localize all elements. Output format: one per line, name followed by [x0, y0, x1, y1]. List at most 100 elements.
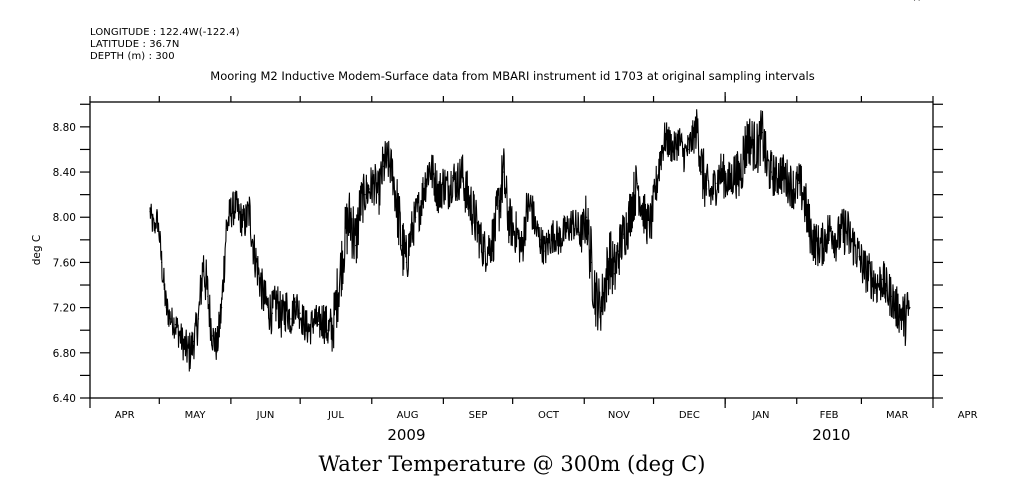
data-point — [331, 329, 334, 331]
data-point — [646, 222, 648, 224]
x-month-label: DEC — [679, 410, 700, 421]
data-point — [816, 244, 819, 247]
data-point — [216, 346, 218, 348]
data-point — [498, 205, 500, 207]
data-point — [221, 307, 223, 309]
data-point — [664, 137, 666, 139]
data-point — [160, 261, 163, 264]
data-point — [669, 143, 671, 145]
data-point — [632, 199, 634, 201]
data-point — [678, 137, 680, 139]
data-point — [230, 210, 232, 213]
data-point — [507, 216, 509, 218]
data-point — [188, 352, 190, 354]
data-point — [401, 244, 403, 247]
data-point — [484, 250, 486, 252]
data-point — [576, 227, 578, 230]
x-month-label: OCT — [538, 410, 560, 421]
data-point — [844, 227, 846, 230]
data-point — [318, 323, 320, 326]
data-point — [382, 165, 384, 167]
data-point — [738, 177, 740, 179]
data-point — [294, 301, 297, 303]
data-point — [627, 222, 629, 224]
plot-frame — [89, 101, 934, 399]
data-point — [858, 256, 860, 258]
data-point — [544, 250, 546, 252]
data-point — [595, 295, 597, 297]
y-tick-label: 7.60 — [53, 257, 76, 269]
data-point — [682, 154, 685, 156]
data-point — [761, 131, 763, 134]
data-point — [779, 171, 782, 173]
data-point — [636, 182, 638, 184]
data-point — [151, 222, 153, 224]
x-month-label: JUN — [256, 410, 275, 421]
data-point — [867, 273, 869, 275]
data-point — [355, 244, 357, 247]
data-point — [149, 210, 151, 213]
data-point — [770, 171, 772, 173]
data-point — [304, 323, 306, 326]
data-point — [327, 329, 329, 331]
x-month-label: MAY — [185, 410, 207, 421]
data-point — [341, 261, 343, 264]
data-point — [154, 227, 156, 230]
data-point — [604, 284, 606, 286]
y-tick-label: 8.00 — [53, 212, 76, 224]
data-point — [650, 222, 652, 224]
data-point — [234, 205, 237, 207]
data-point — [415, 216, 417, 218]
data-point — [258, 273, 260, 275]
data-point — [336, 295, 338, 297]
x-month-label: APR — [115, 410, 135, 421]
data-point — [225, 227, 227, 230]
data-point — [715, 182, 717, 184]
data-point — [798, 182, 800, 184]
data-point — [456, 182, 458, 184]
series-line-water-temperature — [149, 109, 911, 372]
data-point — [756, 148, 759, 151]
depth-label: DEPTH (m) : 300 — [90, 51, 175, 62]
data-point — [692, 137, 694, 139]
data-point — [165, 307, 167, 309]
data-point — [479, 239, 481, 241]
data-point — [673, 148, 675, 151]
data-point — [567, 227, 569, 230]
data-point — [890, 295, 893, 297]
data-point — [313, 318, 315, 320]
data-point — [267, 307, 269, 309]
data-point — [881, 278, 883, 280]
data-point — [184, 346, 186, 348]
data-point — [470, 205, 472, 207]
data-point — [743, 154, 745, 156]
data-point — [895, 307, 897, 309]
data-point — [493, 233, 495, 235]
x-month-label: AUG — [397, 410, 419, 421]
data-point — [622, 233, 625, 235]
data-point — [909, 307, 911, 309]
data-point — [913, 0, 916, 1]
data-point — [549, 239, 551, 241]
data-point — [345, 227, 347, 230]
data-point — [918, 0, 920, 1]
x-month-label: APR — [958, 410, 978, 421]
data-point — [572, 222, 574, 224]
data-point — [539, 239, 541, 241]
data-point — [197, 318, 200, 320]
data-point — [512, 227, 514, 230]
data-point — [553, 233, 555, 235]
x-month-label: SEP — [469, 410, 488, 421]
data-point — [364, 194, 366, 196]
data-point — [239, 216, 241, 218]
data-point — [729, 182, 731, 184]
data-point — [784, 177, 786, 179]
data-point — [211, 335, 214, 337]
longitude-label: LONGITUDE : 122.4W(-122.4) — [90, 27, 240, 38]
data-point — [590, 261, 592, 264]
data-point — [465, 194, 468, 196]
data-point — [724, 177, 726, 179]
data-point — [585, 216, 588, 218]
data-point — [322, 318, 324, 320]
